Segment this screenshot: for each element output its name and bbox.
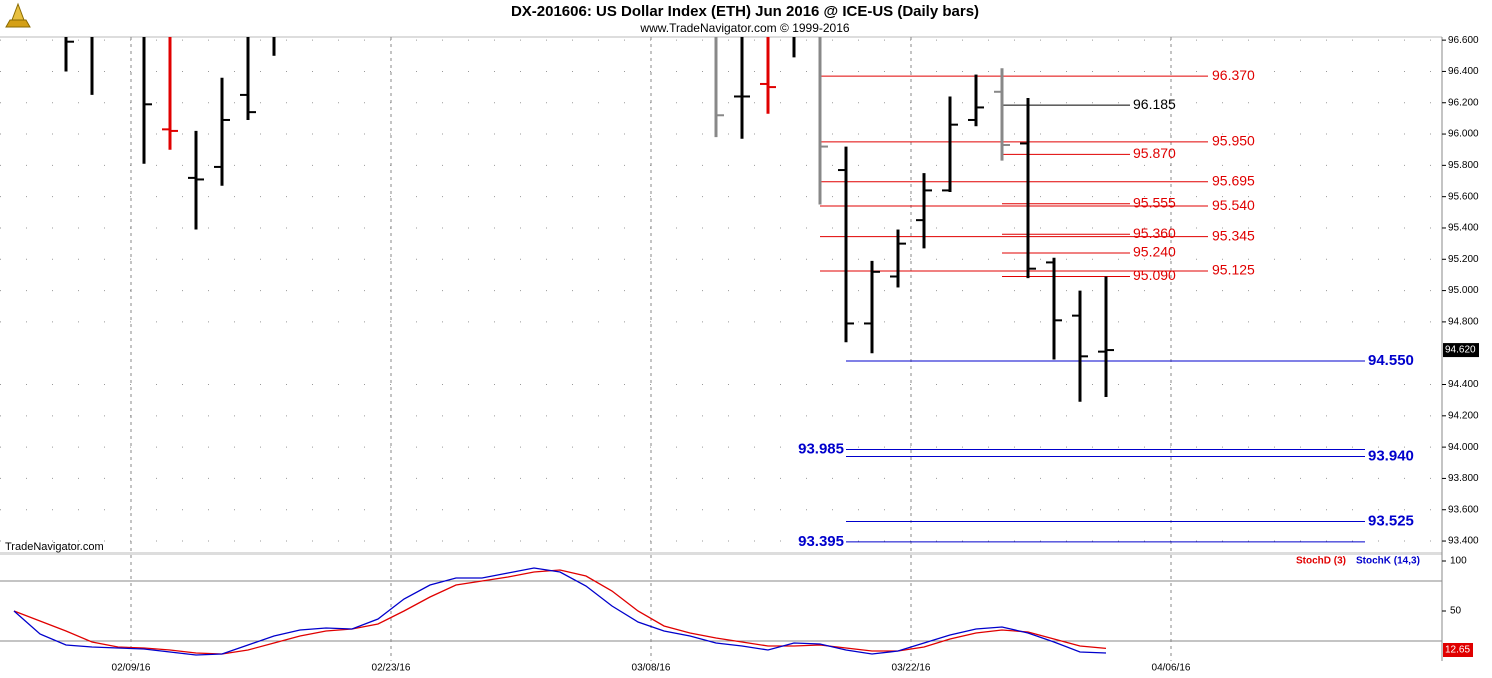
y-tick-label: 100 [1450, 556, 1467, 567]
level-label: 95.870 [1133, 145, 1176, 161]
x-tick-label: 03/22/16 [892, 663, 931, 674]
y-tick-label: 95.800 [1448, 160, 1479, 171]
panel-separator [0, 552, 1442, 555]
level-label: 93.985 [798, 440, 844, 457]
y-tick-label: 94.800 [1448, 317, 1479, 328]
level-label: 96.370 [1212, 67, 1255, 83]
y-tick-label: 95.600 [1448, 191, 1479, 202]
level-label: 93.940 [1368, 447, 1414, 464]
legend-entry: StochD (3) [1296, 556, 1346, 567]
chart-title: DX-201606: US Dollar Index (ETH) Jun 201… [511, 3, 979, 20]
y-tick-label: 93.400 [1448, 536, 1479, 547]
y-tick-label: 96.000 [1448, 129, 1479, 140]
level-label: 94.550 [1368, 352, 1414, 369]
level-label: 96.185 [1133, 96, 1176, 112]
level-label: 95.695 [1212, 172, 1255, 188]
stoch-line [13, 569, 1107, 655]
last-value-box [1443, 643, 1473, 657]
legend-entry: StochK (14,3) [1356, 556, 1420, 567]
level-label: 95.555 [1133, 194, 1176, 210]
y-tick-label: 93.600 [1448, 504, 1479, 515]
y-tick-label: 96.400 [1448, 66, 1479, 77]
y-tick-label: 96.600 [1448, 35, 1479, 46]
y-tick-label: 94.400 [1448, 379, 1479, 390]
y-tick-label: 50 [1450, 606, 1462, 617]
level-label: 93.395 [798, 533, 844, 550]
last-value-label: 94.620 [1445, 345, 1476, 356]
x-tick-label: 03/08/16 [632, 663, 671, 674]
chart-subtitle: www.TradeNavigator.com © 1999-2016 [639, 21, 849, 35]
y-tick-label: 94.000 [1448, 442, 1479, 453]
level-label: 95.345 [1212, 227, 1255, 243]
level-label: 93.525 [1368, 512, 1414, 529]
x-tick-label: 02/09/16 [112, 663, 151, 674]
y-tick-label: 96.200 [1448, 97, 1479, 108]
y-tick-label: 95.000 [1448, 285, 1479, 296]
level-label: 95.540 [1212, 197, 1255, 213]
level-label: 95.125 [1212, 262, 1255, 278]
stoch-line [13, 567, 1107, 656]
x-tick-label: 02/23/16 [372, 663, 411, 674]
y-tick-label: 95.400 [1448, 223, 1479, 234]
level-label: 95.240 [1133, 244, 1176, 260]
price-bars [64, 37, 1114, 402]
logo [5, 2, 31, 28]
level-label: 95.950 [1212, 133, 1255, 149]
last-value-label: 12.65 [1445, 645, 1470, 656]
y-tick-label: 95.200 [1448, 254, 1479, 265]
last-value-box [1443, 343, 1479, 358]
level-label: 95.360 [1133, 225, 1176, 241]
x-tick-label: 04/06/16 [1152, 663, 1191, 674]
y-tick-label: 94.200 [1448, 410, 1479, 421]
y-tick-label: 93.800 [1448, 473, 1479, 484]
watermark: TradeNavigator.com [5, 541, 104, 553]
level-label: 95.090 [1133, 267, 1176, 283]
